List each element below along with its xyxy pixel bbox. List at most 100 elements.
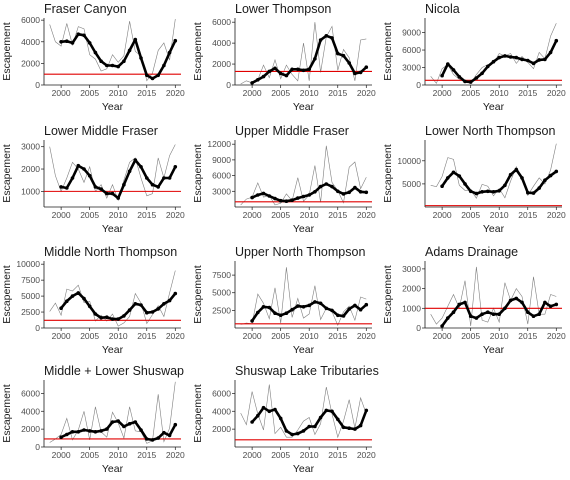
x-tick-label: 2010: [109, 210, 128, 220]
y-axis-label: Escapement: [1, 265, 13, 323]
trend-point: [255, 193, 260, 197]
trend-point: [358, 423, 363, 428]
trend-point: [514, 167, 519, 172]
trend-point: [105, 191, 109, 196]
trend-point: [139, 165, 143, 169]
x-tick-label: 2010: [109, 450, 128, 460]
panel-1: Lower Thompson 0 2000 4000 6000 2000 2005 2010 2…: [192, 2, 376, 113]
trend-point: [162, 176, 166, 180]
y-tick-label: 5000: [402, 179, 421, 189]
observed-series-line: [240, 384, 367, 439]
x-tick-label: 2000: [433, 210, 452, 220]
trend-point: [255, 78, 260, 82]
trend-point: [508, 55, 513, 59]
panel-10: Shuswap Lake Tributaries 2000 4000 6000 2000…: [192, 364, 379, 475]
x-tick-label: 2005: [271, 210, 290, 220]
x-axis-label: Year: [293, 223, 315, 235]
trend-point: [70, 176, 75, 180]
trend-point: [110, 317, 115, 321]
trend-point: [76, 430, 81, 434]
x-tick-label: 2020: [166, 331, 185, 341]
trend-point: [127, 169, 132, 174]
trend-point: [336, 51, 340, 56]
x-tick-label: 2005: [461, 210, 480, 220]
panel-9: Middle + Lower Shuswap 0 2000 4000 6000 2000 2…: [1, 364, 185, 475]
x-tick-label: 2020: [357, 210, 376, 220]
y-tick-label: 6000: [21, 15, 40, 25]
x-tick-label: 2010: [300, 331, 319, 341]
panel-title: Lower Thompson: [235, 2, 331, 16]
panel-5: Lower North Thompson 5000 10000 2000 2005 201…: [382, 124, 566, 235]
trend-point: [167, 433, 172, 438]
trend-point: [105, 427, 109, 431]
y-axis-label: Escapement: [1, 22, 13, 80]
x-tick-label: 2000: [52, 450, 71, 460]
x-tick-label: 2015: [137, 210, 156, 220]
trend-point: [267, 409, 272, 414]
trend-point: [173, 165, 178, 169]
trend-point: [267, 305, 272, 310]
trend-point: [330, 36, 334, 40]
trend-point: [99, 187, 103, 191]
trend-point: [122, 59, 126, 63]
observed-series-line: [240, 22, 367, 85]
trend-point: [167, 50, 172, 55]
x-tick-label: 2000: [52, 210, 71, 220]
trend-point: [76, 163, 81, 168]
x-tick-label: 2020: [166, 210, 185, 220]
y-tick-label: 7500: [21, 275, 40, 285]
trend-point: [261, 305, 266, 309]
y-tick-label: 4000: [21, 406, 40, 416]
trend-point: [497, 55, 502, 60]
trend-point: [150, 310, 155, 314]
trend-point: [347, 61, 352, 65]
trend-point: [537, 58, 541, 62]
trend-point: [336, 189, 340, 194]
trend-point: [105, 63, 109, 68]
y-tick-label: 2000: [21, 164, 40, 174]
trend-point: [82, 167, 86, 171]
y-tick-label: 4000: [212, 406, 231, 416]
y-tick-label: 5000: [212, 288, 231, 298]
trend-point: [273, 66, 277, 71]
trend-point: [307, 303, 312, 308]
trend-point: [537, 186, 541, 190]
x-tick-label: 2000: [52, 88, 71, 98]
trend-point: [284, 311, 289, 316]
trend-point: [353, 71, 357, 76]
trend-point: [145, 176, 149, 180]
trend-point: [162, 63, 166, 68]
x-axis-label: Year: [483, 101, 505, 113]
trend-point: [110, 191, 115, 196]
trend-point: [463, 300, 467, 305]
y-tick-label: 9000: [212, 155, 231, 165]
trend-point: [324, 182, 329, 186]
trend-point: [486, 64, 490, 69]
trend-point: [162, 430, 166, 435]
trend-point: [296, 304, 300, 308]
trend-point: [301, 68, 306, 73]
x-tick-label: 2010: [300, 210, 319, 220]
trend-point: [307, 193, 312, 197]
trend-point: [491, 312, 496, 317]
y-tick-label: 0: [35, 80, 40, 90]
trend-point: [296, 196, 300, 200]
trend-point: [278, 416, 283, 421]
trend-point: [446, 316, 450, 320]
trend-point: [548, 173, 553, 178]
trend-point: [156, 307, 160, 311]
trend-point: [145, 73, 149, 78]
trend-point: [307, 424, 312, 429]
trend-point: [503, 183, 507, 188]
trend-point: [531, 61, 536, 66]
y-tick-label: 4000: [21, 37, 40, 47]
trend-point: [284, 73, 289, 78]
y-tick-label: 2500: [21, 307, 40, 317]
x-tick-label: 2010: [300, 450, 319, 460]
y-tick-label: 6000: [21, 388, 40, 398]
trend-point: [318, 415, 323, 420]
trend-point: [110, 420, 115, 424]
y-tick-label: 6000: [402, 45, 421, 55]
x-tick-label: 2000: [433, 88, 452, 98]
trend-point: [250, 319, 254, 323]
